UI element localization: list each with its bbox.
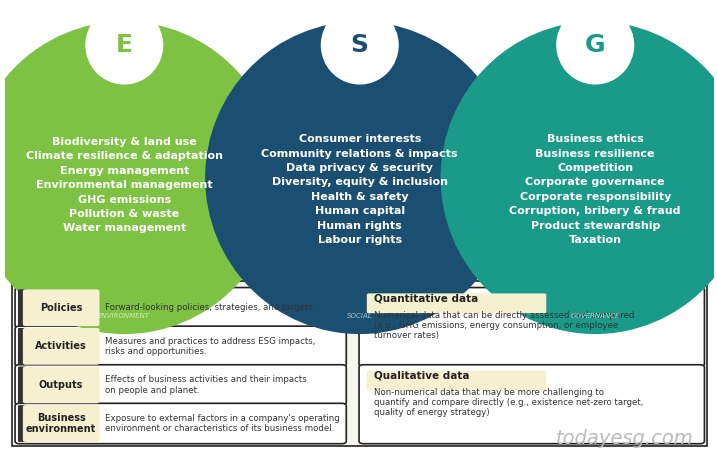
FancyBboxPatch shape — [12, 281, 707, 446]
FancyBboxPatch shape — [18, 405, 27, 442]
Ellipse shape — [85, 6, 163, 85]
Text: todayesg.com: todayesg.com — [556, 429, 693, 448]
FancyBboxPatch shape — [18, 366, 27, 403]
FancyBboxPatch shape — [359, 288, 704, 366]
Text: SOCIAL: SOCIAL — [347, 313, 373, 319]
Ellipse shape — [320, 6, 399, 85]
Text: Non-numerical data that may be more challenging to
quantify and compare directly: Non-numerical data that may be more chal… — [374, 388, 643, 418]
FancyBboxPatch shape — [23, 405, 100, 442]
FancyBboxPatch shape — [15, 403, 346, 444]
Ellipse shape — [205, 22, 514, 334]
Text: Numerical data that can be directly assessed and compared
(e.g., GHG emissions, : Numerical data that can be directly asse… — [374, 310, 635, 340]
FancyBboxPatch shape — [18, 328, 27, 365]
Text: S: S — [351, 33, 369, 57]
Text: GOVERNANCE: GOVERNANCE — [571, 313, 620, 319]
Text: Business
environment: Business environment — [26, 413, 96, 434]
Text: Effects of business activities and their impacts
on people and planet.: Effects of business activities and their… — [105, 375, 307, 395]
FancyBboxPatch shape — [15, 288, 346, 328]
Text: Quantitative data: Quantitative data — [374, 293, 478, 303]
FancyBboxPatch shape — [15, 326, 346, 366]
Text: E: E — [115, 33, 133, 57]
Ellipse shape — [441, 22, 717, 334]
FancyBboxPatch shape — [367, 293, 546, 313]
Text: Measures and practices to address ESG impacts,
risks and opportunities.: Measures and practices to address ESG im… — [105, 337, 315, 356]
FancyBboxPatch shape — [18, 289, 27, 326]
FancyBboxPatch shape — [15, 364, 346, 405]
Text: Activities: Activities — [35, 342, 87, 351]
Text: Outputs: Outputs — [39, 380, 83, 390]
Text: ENVIRONMENT: ENVIRONMENT — [98, 313, 151, 319]
FancyBboxPatch shape — [359, 364, 704, 444]
FancyBboxPatch shape — [23, 366, 100, 403]
Text: G: G — [585, 33, 606, 57]
Text: Business ethics
Business resilience
Competition
Corporate governance
Corporate r: Business ethics Business resilience Comp… — [510, 134, 681, 245]
Ellipse shape — [556, 6, 635, 85]
FancyBboxPatch shape — [23, 328, 100, 365]
Text: Policies: Policies — [40, 303, 82, 313]
FancyBboxPatch shape — [23, 289, 100, 326]
Ellipse shape — [0, 22, 279, 334]
Text: Forward-looking policies, strategies, and targets.: Forward-looking policies, strategies, an… — [105, 303, 315, 312]
Text: Qualitative data: Qualitative data — [374, 370, 470, 381]
Text: Exposure to external factors in a company's operating
environment or characteris: Exposure to external factors in a compan… — [105, 414, 340, 433]
FancyBboxPatch shape — [367, 371, 546, 391]
Text: Biodiversity & land use
Climate resilience & adaptation
Energy management
Enviro: Biodiversity & land use Climate resilien… — [26, 137, 223, 233]
Text: Consumer interests
Community relations & impacts
Data privacy & security
Diversi: Consumer interests Community relations &… — [262, 134, 458, 245]
